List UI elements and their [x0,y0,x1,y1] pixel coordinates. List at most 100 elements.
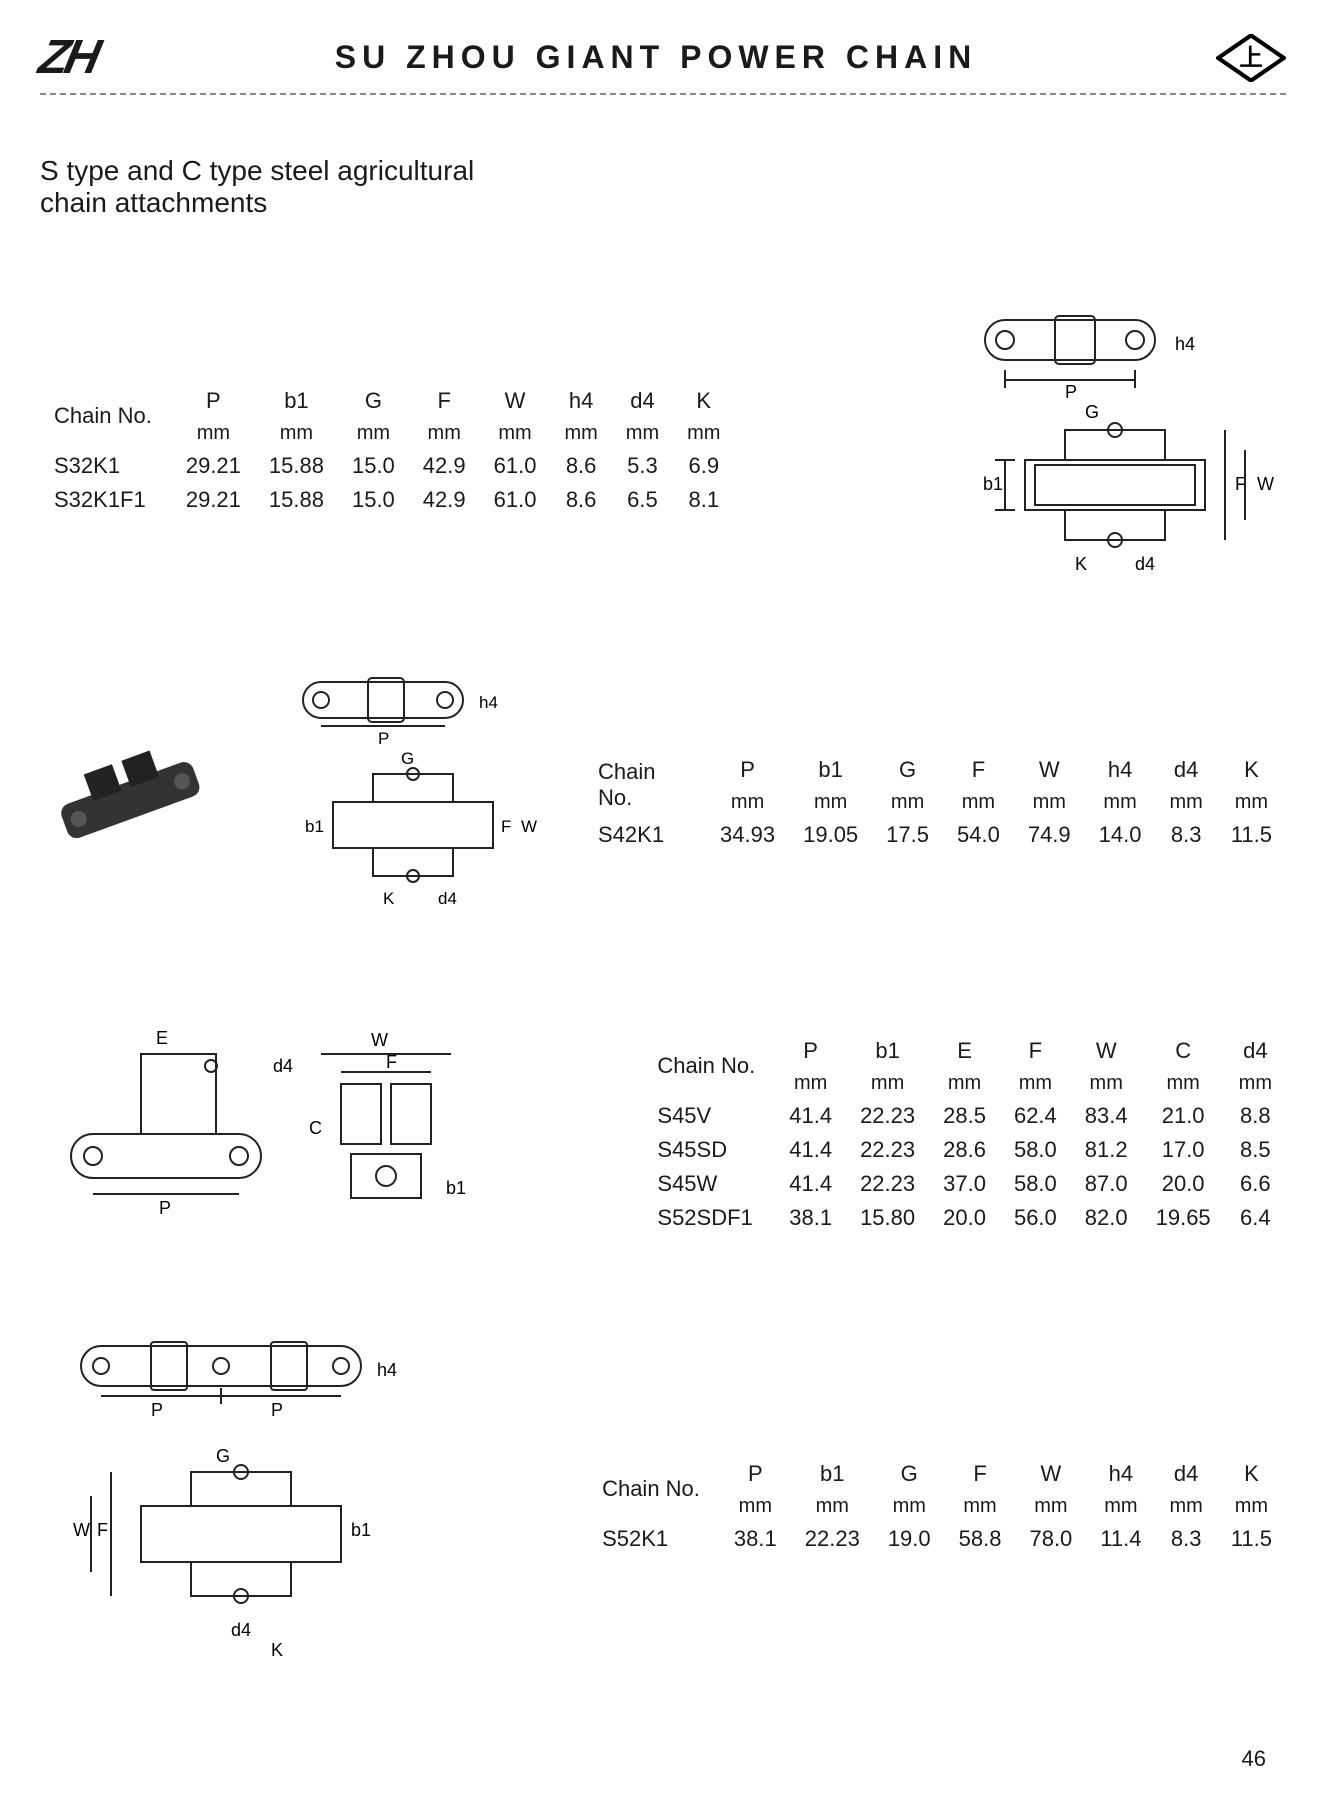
unit: mm [1217,787,1286,818]
dim-label: K [1075,554,1087,574]
col-header: F [945,1457,1016,1491]
cell: S52SDF1 [643,1201,775,1235]
cell: 5.3 [612,449,673,483]
cell: 8.6 [550,449,611,483]
dim-label: d4 [1135,554,1155,574]
cell: 41.4 [775,1133,846,1167]
unit: mm [706,787,789,818]
dim-label: W [73,1520,90,1540]
page-subtitle: S type and C type steel agricultural cha… [40,155,1286,219]
section-4: P P h4 G W F b1 d4 K Chain No. P b1 G F [40,1335,1286,1677]
cell: 22.23 [846,1133,929,1167]
cell: 6.9 [673,449,734,483]
col-header: K [1217,1457,1286,1491]
col-chain-no: Chain No. [584,753,706,818]
col-header: b1 [846,1034,929,1068]
cell: 28.6 [929,1133,1000,1167]
chain-diagram-2: P h4 G b1 F W K d4 [262,671,544,933]
cell: 6.6 [1225,1167,1286,1201]
cell: 29.21 [172,483,255,517]
cell: 29.21 [172,449,255,483]
section-3: E P d4 W F C b1 Chain No. P b1 E F W [40,1013,1286,1255]
cell: 8.3 [1155,1522,1216,1556]
cell: 17.0 [1142,1133,1225,1167]
dim-label: G [401,749,414,768]
cell: 11.4 [1086,1522,1155,1556]
col-header: P [172,384,255,418]
unit: mm [1000,1068,1071,1099]
dim-label: d4 [438,889,457,908]
dim-label: b1 [305,817,324,836]
col-header: E [929,1034,1000,1068]
col-header: W [1071,1034,1142,1068]
dim-label: b1 [446,1178,466,1198]
col-chain-no: Chain No. [643,1034,775,1099]
unit: mm [775,1068,846,1099]
dim-label: h4 [377,1360,397,1380]
cell: 58.0 [1000,1167,1071,1201]
cell: 8.5 [1225,1133,1286,1167]
col-header: h4 [550,384,611,418]
cell: 74.9 [1014,818,1085,852]
table-row: S42K1 34.93 19.05 17.5 54.0 74.9 14.0 8.… [584,818,1286,852]
page-header: ZH SU ZHOU GIANT POWER CHAIN 上 [40,30,1286,95]
cell: S52K1 [588,1522,720,1556]
unit: mm [791,1491,874,1522]
dim-label: P [1065,382,1077,402]
cell: S45W [643,1167,775,1201]
cell: 81.2 [1071,1133,1142,1167]
brand-logo: ZH [34,30,102,85]
col-header: F [409,384,480,418]
dim-label: F [501,817,511,836]
dim-label: F [97,1520,108,1540]
cell: 8.8 [1225,1099,1286,1133]
cell: 19.05 [789,818,872,852]
cell: 8.6 [550,483,611,517]
col-header: F [943,753,1014,787]
cell: 38.1 [720,1522,791,1556]
chain-photo [40,741,222,863]
cell: 15.80 [846,1201,929,1235]
dim-label: P [159,1198,171,1218]
col-header: b1 [791,1457,874,1491]
dim-label: F [386,1052,397,1072]
col-header: F [1000,1034,1071,1068]
unit: mm [789,787,872,818]
dim-label: W [371,1030,388,1050]
col-header: W [1015,1457,1086,1491]
cell: 21.0 [1142,1099,1225,1133]
cell: S32K1 [40,449,172,483]
col-header: W [480,384,551,418]
cell: 8.3 [1155,818,1216,852]
chain-diagram-3: E P d4 W F C b1 [40,1013,482,1255]
table-row: S45V 41.4 22.23 28.5 62.4 83.4 21.0 8.8 [643,1099,1286,1133]
cell: 22.23 [791,1522,874,1556]
section-2: P h4 G b1 F W K d4 Chain No. P b1 G F W … [40,671,1286,933]
dim-label: K [383,889,395,908]
unit: mm [872,787,943,818]
cell: 11.5 [1217,818,1286,852]
unit: mm [943,787,1014,818]
section-1: Chain No. P b1 G F W h4 d4 K mm mm mm mm… [40,309,1286,591]
col-header: b1 [789,753,872,787]
cell: 38.1 [775,1201,846,1235]
cell: 20.0 [929,1201,1000,1235]
col-header: h4 [1085,753,1156,787]
unit: mm [720,1491,791,1522]
cell: 6.5 [612,483,673,517]
cell: S45SD [643,1133,775,1167]
cell: 22.23 [846,1167,929,1201]
cell: 19.0 [874,1522,945,1556]
subtitle-line: S type and C type steel agricultural [40,155,1286,187]
cell: 42.9 [409,449,480,483]
cell: 42.9 [409,483,480,517]
cell: 15.0 [338,483,409,517]
unit: mm [846,1068,929,1099]
cell: 58.8 [945,1522,1016,1556]
col-header: K [673,384,734,418]
dim-label: h4 [479,693,498,712]
unit: mm [929,1068,1000,1099]
svg-text:上: 上 [1239,44,1262,70]
unit: mm [550,418,611,449]
unit: mm [1014,787,1085,818]
